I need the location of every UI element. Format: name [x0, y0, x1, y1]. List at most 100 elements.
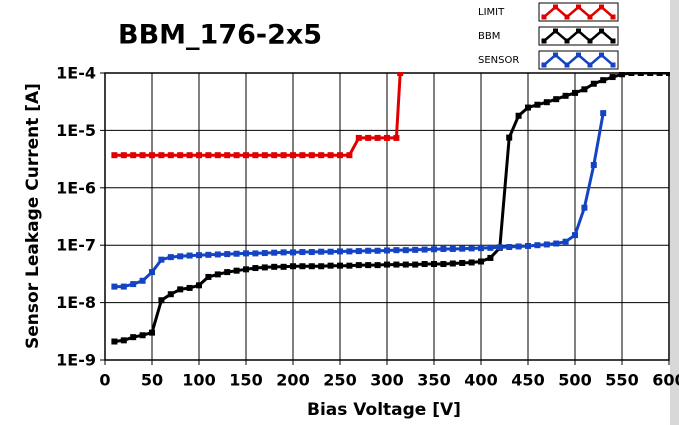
y-tick-label: 1E-6 [56, 178, 96, 197]
data-point [233, 250, 240, 257]
data-point [308, 152, 315, 159]
data-point [243, 266, 249, 273]
data-point [149, 329, 155, 336]
data-point [130, 334, 137, 341]
plot-area [111, 72, 670, 345]
data-point [365, 262, 372, 269]
data-point [196, 152, 202, 159]
data-point [196, 252, 202, 259]
x-tick-label: 500 [558, 371, 591, 390]
data-point [318, 152, 325, 159]
data-point [318, 263, 325, 270]
data-point [337, 262, 343, 269]
legend-swatch-marker [610, 14, 616, 20]
data-point [167, 152, 174, 159]
data-point [647, 72, 654, 76]
data-point [365, 247, 372, 254]
data-point [224, 152, 231, 159]
data-point [130, 281, 137, 288]
data-point [158, 256, 165, 263]
chart-title: BBM_176-2x5 [118, 20, 322, 51]
data-point [346, 248, 353, 255]
data-point [290, 249, 296, 256]
data-point [243, 152, 249, 159]
y-tick-label: 1E-9 [56, 351, 96, 370]
legend-label: BBM [478, 31, 500, 42]
legend-swatch-marker [576, 4, 581, 10]
window-edge [670, 0, 679, 425]
data-point [261, 264, 268, 271]
x-tick-label: 350 [417, 371, 450, 390]
data-point [355, 262, 362, 269]
data-point [431, 261, 437, 268]
data-point [397, 72, 404, 76]
data-point [139, 152, 146, 159]
data-point [111, 338, 118, 345]
data-point [214, 271, 221, 278]
data-point [393, 134, 400, 141]
data-point [402, 247, 409, 254]
data-point [478, 258, 484, 265]
data-point [487, 254, 494, 261]
data-point [656, 72, 663, 76]
data-point [205, 273, 212, 280]
data-point [374, 247, 381, 254]
data-point [365, 134, 372, 141]
x-tick-label: 600 [652, 371, 679, 390]
x-tick-label: 250 [323, 371, 356, 390]
data-point [374, 262, 381, 269]
y-tick-label: 1E-7 [56, 236, 96, 255]
data-point [243, 250, 249, 257]
data-point [120, 283, 127, 290]
legend-swatch-marker [541, 14, 547, 20]
data-point [139, 277, 146, 284]
data-point [590, 80, 597, 87]
data-point [252, 265, 259, 272]
data-point [271, 263, 278, 270]
data-point [196, 282, 202, 289]
data-point [205, 251, 212, 258]
data-point [158, 297, 165, 304]
legend-swatch-box [538, 2, 619, 22]
legend-swatch-marker [564, 62, 570, 68]
legend-swatch-marker [610, 38, 616, 44]
data-point [384, 134, 390, 141]
x-tick-label: 400 [464, 371, 497, 390]
data-point [130, 152, 137, 159]
grid: 1E-9 1E-8 1E-7 1E-6 1E-5 1E-4 0 50 100 150 200 250 3… [56, 64, 679, 390]
data-point [327, 152, 334, 159]
data-point [506, 134, 513, 141]
data-point [506, 244, 513, 251]
data-point [167, 291, 174, 298]
legend-swatch-box [538, 50, 619, 70]
data-point [572, 89, 578, 96]
data-point [355, 248, 362, 255]
data-point [346, 152, 353, 159]
data-point [562, 92, 569, 99]
data-point [290, 263, 296, 270]
data-point [318, 248, 325, 255]
data-point [308, 249, 315, 256]
data-point [412, 246, 419, 253]
legend-swatch-marker [541, 38, 547, 44]
data-point [149, 152, 155, 159]
legend-swatch-box [538, 26, 619, 46]
legend-swatch-marker [599, 28, 604, 34]
data-point [440, 245, 447, 252]
data-point [224, 251, 231, 258]
data-point [581, 204, 588, 211]
legend-swatch-marker [553, 52, 558, 58]
data-point [355, 134, 362, 141]
data-point [468, 259, 475, 266]
legend-swatch-marker [599, 52, 604, 58]
data-point [111, 283, 118, 290]
x-tick-label: 550 [605, 371, 638, 390]
data-point [449, 245, 456, 252]
data-point [572, 232, 578, 239]
data-point [290, 152, 296, 159]
data-point [327, 262, 334, 269]
data-point [525, 242, 531, 249]
data-point [224, 269, 231, 276]
data-point [600, 77, 607, 84]
data-point [374, 134, 381, 141]
